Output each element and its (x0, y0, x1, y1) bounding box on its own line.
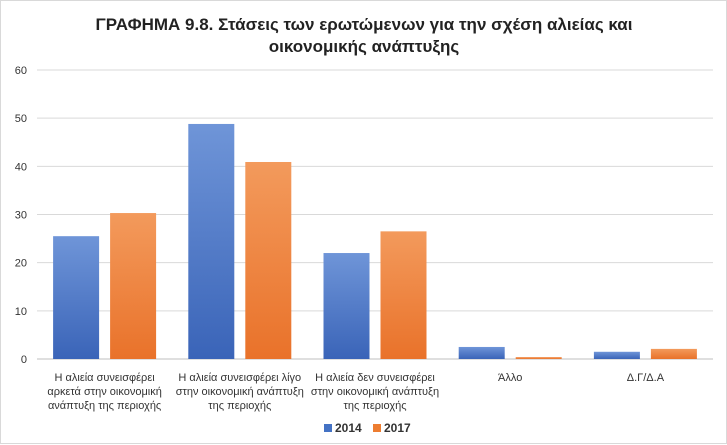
y-tick-label: 50 (15, 113, 27, 125)
gridlines: 0 10 20 30 40 50 60 (15, 65, 713, 366)
category-label: της περιοχής (343, 400, 406, 412)
y-tick-label: 40 (15, 161, 27, 173)
bar-2017-3 (380, 231, 427, 359)
bar-2014-1 (53, 236, 100, 359)
category-label: Δ.Γ/Δ.Α (627, 372, 665, 384)
category-label: ανάπτυξη της περιοχής (48, 400, 161, 412)
legend: 2014 2017 (324, 421, 411, 435)
y-tick-label: 60 (15, 65, 27, 77)
y-tick-label: 20 (15, 258, 27, 270)
bar-2014-2 (188, 123, 235, 360)
legend-swatch-2017 (373, 424, 381, 432)
chart-title-line-1: ΓΡΑΦΗΜΑ 9.8. Στάσεις των ερωτώμενων για … (96, 15, 633, 34)
bar-2017-2 (245, 161, 292, 359)
category-label: της περιοχής (208, 400, 271, 412)
category-label: στην οικονομική ανάπτυξη (311, 386, 439, 398)
category-label: αρκετά στην οικονομική (47, 386, 162, 398)
category-label: Η αλιεία συνεισφέρει (55, 372, 156, 384)
category-label: στην οικονομική ανάπτυξη (176, 386, 304, 398)
y-tick-label: 30 (15, 210, 27, 222)
legend-label-2017: 2017 (384, 421, 411, 435)
y-tick-label: 10 (15, 306, 27, 318)
bar-2017-5 (650, 348, 697, 359)
bars (53, 123, 697, 360)
bar-2014-3 (323, 253, 370, 359)
legend-swatch-2014 (324, 424, 332, 432)
bar-2014-4 (458, 346, 505, 359)
category-label: Άλλο (498, 372, 522, 384)
bar-2017-1 (110, 213, 157, 359)
y-tick-label: 0 (21, 354, 27, 366)
category-labels: Η αλιεία συνεισφέρει αρκετά στην οικονομι… (47, 372, 664, 412)
legend-label-2014: 2014 (335, 421, 362, 435)
bar-2017-4 (515, 357, 562, 359)
category-label: Η αλιεία συνεισφέρει λίγο (178, 372, 301, 384)
category-label: Η αλιεία δεν συνεισφέρει (315, 372, 435, 384)
bar-2014-5 (593, 351, 640, 359)
chart-title-line-2: οικονομικής ανάπτυξης (269, 37, 460, 56)
